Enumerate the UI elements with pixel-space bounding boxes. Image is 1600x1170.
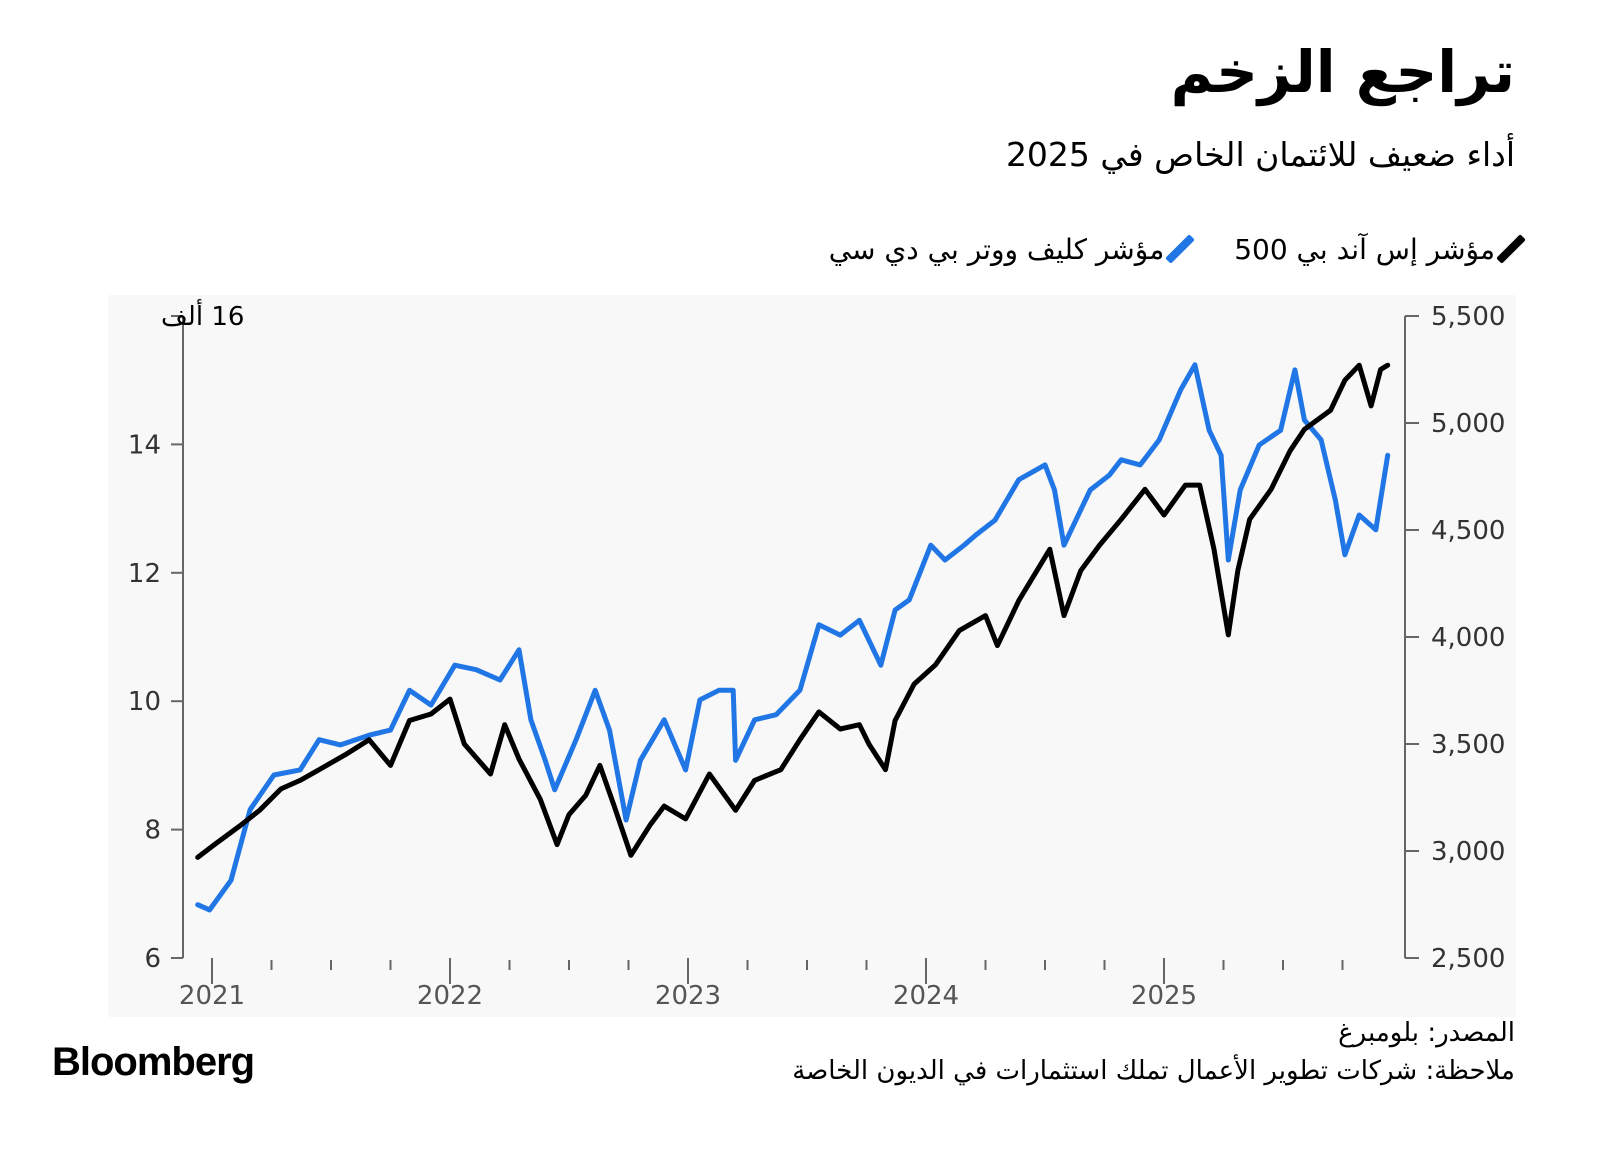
x-tick-label: 2024 bbox=[893, 981, 959, 1011]
bloomberg-logo: Bloomberg bbox=[52, 1040, 255, 1084]
note-text: ملاحظة: شركات تطوير الأعمال تملك استثمار… bbox=[792, 1056, 1515, 1086]
series-line-cliffwater bbox=[195, 362, 1391, 913]
left-tick-label: 16 ألف bbox=[161, 298, 244, 332]
left-tick-label: 6 bbox=[144, 944, 161, 974]
source-text: المصدر: بلومبرغ bbox=[1338, 1018, 1515, 1048]
chart-subtitle: أداء ضعيف للائتمان الخاص في 2025 bbox=[1005, 135, 1515, 174]
right-tick-label: 3,500 bbox=[1431, 730, 1505, 760]
x-tick-label: 2025 bbox=[1131, 981, 1197, 1011]
right-tick-label: 3,000 bbox=[1431, 837, 1505, 867]
left-tick-label: 12 bbox=[128, 559, 161, 589]
left-tick-label: 10 bbox=[128, 687, 161, 717]
series-line-sp500 bbox=[195, 362, 1391, 860]
right-tick-label: 5,000 bbox=[1431, 409, 1505, 439]
legend-label: مؤشر كليف ووتر بي دي سي bbox=[828, 232, 1165, 266]
left-tick-label: 14 bbox=[128, 430, 161, 460]
right-tick-label: 4,500 bbox=[1431, 516, 1505, 546]
right-tick-label: 2,500 bbox=[1431, 944, 1505, 974]
chart-title: تراجع الزخم bbox=[1170, 38, 1515, 106]
right-tick-label: 5,500 bbox=[1431, 302, 1505, 332]
legend-label: مؤشر إس آند بي 500 bbox=[1234, 232, 1495, 266]
x-tick-label: 2021 bbox=[179, 981, 245, 1011]
x-tick-label: 2022 bbox=[417, 981, 483, 1011]
right-tick-label: 4,000 bbox=[1431, 623, 1505, 653]
x-tick-label: 2023 bbox=[655, 981, 721, 1011]
legend: مؤشر إس آند بي 500 مؤشر كليف ووتر بي دي … bbox=[828, 232, 1526, 266]
legend-item-cliffwater: مؤشر كليف ووتر بي دي سي bbox=[828, 232, 1196, 266]
legend-item-sp500: مؤشر إس آند بي 500 bbox=[1234, 232, 1526, 266]
left-tick-label: 8 bbox=[144, 816, 161, 846]
